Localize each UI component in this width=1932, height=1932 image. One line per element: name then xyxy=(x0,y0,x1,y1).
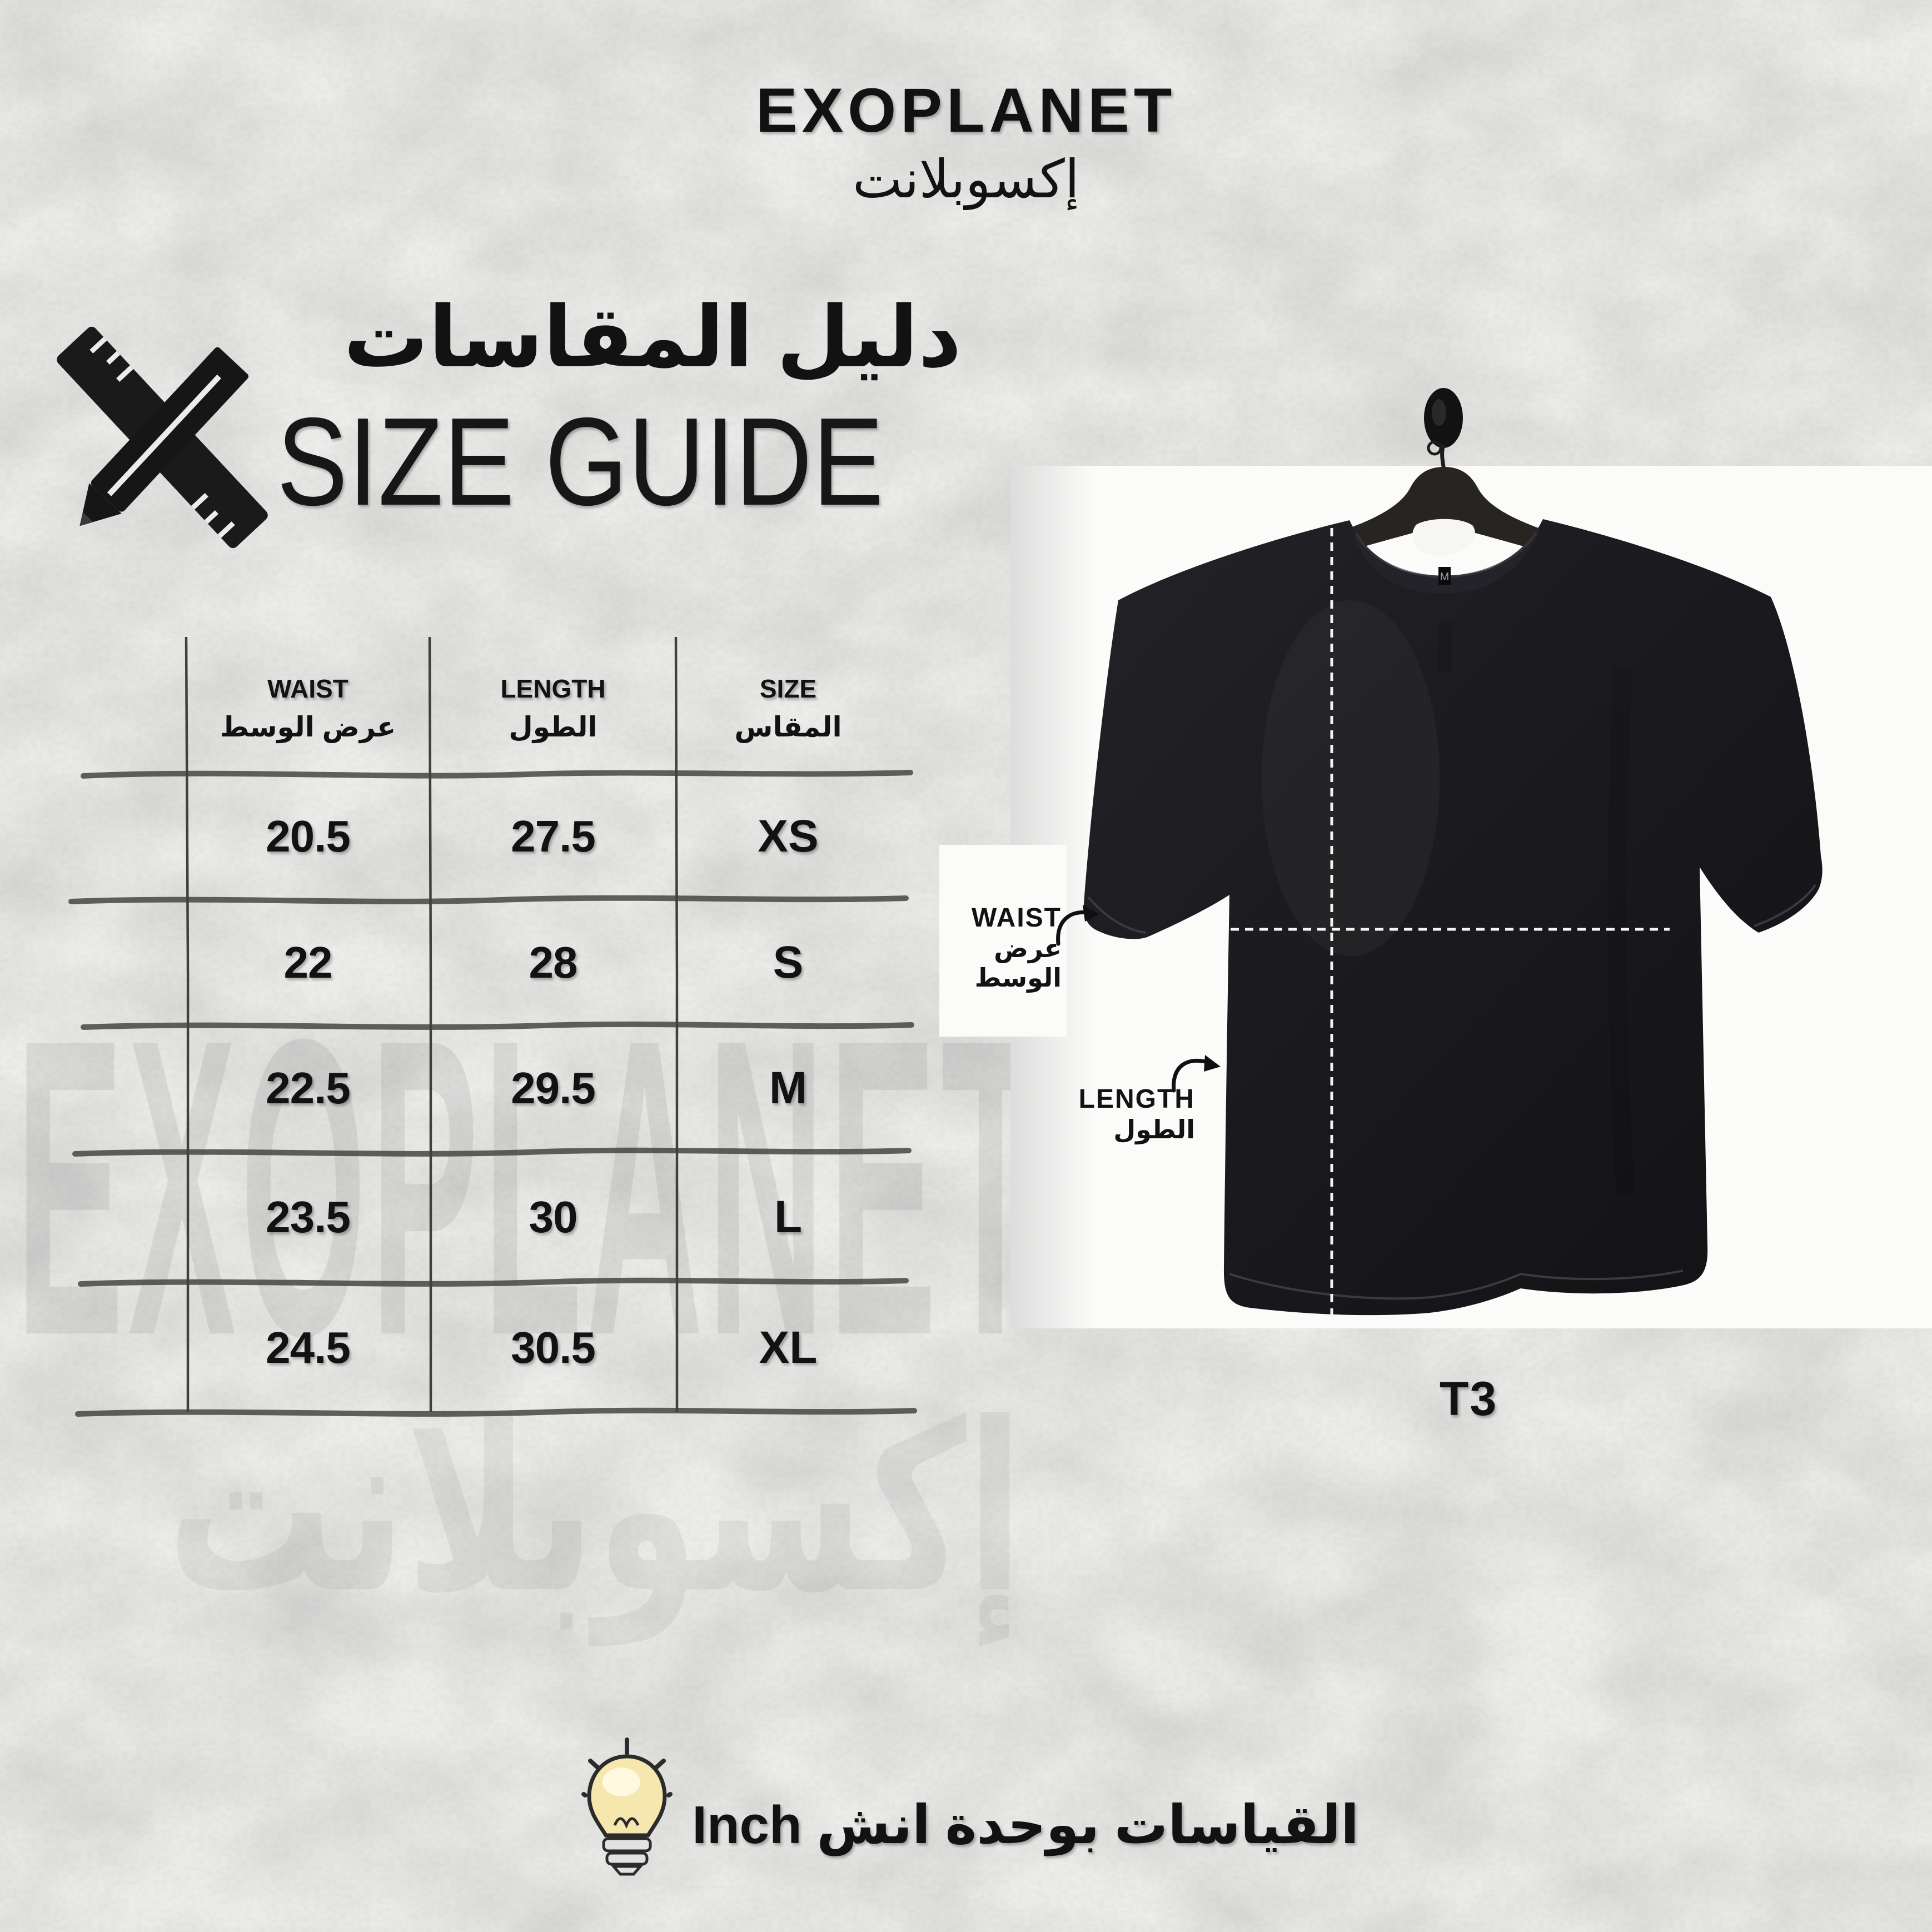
hanger xyxy=(1324,467,1563,555)
tshirt xyxy=(1083,519,1823,1316)
cell-size-xl: XL xyxy=(759,1322,818,1373)
col-header-length: LENGTH xyxy=(500,674,606,703)
lightbulb-icon xyxy=(581,1737,673,1876)
cell-length-m: 29.5 xyxy=(511,1063,596,1113)
collar xyxy=(1350,519,1543,594)
unit-note: القياسات بوحدة انش Inch xyxy=(692,1795,1359,1855)
cell-length-xs: 27.5 xyxy=(511,811,596,861)
cell-length-s: 28 xyxy=(529,938,578,987)
waist-annotation-ar: عرض الوسط xyxy=(974,933,1062,993)
collar-tag-letter: M xyxy=(1440,571,1450,583)
watermark-exoplanet: EXOPLANET xyxy=(16,951,1044,1423)
tshirt-measure-diagram: M xyxy=(939,388,1932,1328)
waist-annotation-en: WAIST xyxy=(972,903,1062,933)
cell-size-l: L xyxy=(774,1192,803,1242)
cell-size-xs: XS xyxy=(758,811,819,862)
brand-title: EXOPLANET xyxy=(755,76,1177,145)
cell-waist-s: 22 xyxy=(283,938,333,987)
watermark-arabic: إكسوبلانت xyxy=(167,1377,1024,1639)
col-header-length-ar: الطول xyxy=(509,711,597,743)
page-title-english: SIZE GUIDE xyxy=(277,391,884,531)
product-code: T3 xyxy=(1439,1372,1498,1426)
cell-length-xl: 30.5 xyxy=(511,1323,596,1372)
cell-waist-l: 23.5 xyxy=(266,1192,351,1242)
col-header-waist-ar: عرض الوسط xyxy=(220,711,396,743)
length-arrow xyxy=(1172,1058,1212,1093)
hanger-hook-wire xyxy=(1440,444,1446,471)
cell-waist-xl: 24.5 xyxy=(266,1323,351,1372)
page-title-arabic: دليل المقاسات xyxy=(343,290,962,385)
col-header-waist: WAIST xyxy=(267,674,348,703)
cell-waist-xs: 20.5 xyxy=(266,811,351,861)
length-annotation-ar: الطول xyxy=(1113,1114,1195,1144)
waist-arrow xyxy=(1056,910,1089,946)
col-header-size: SIZE xyxy=(759,674,817,703)
cell-length-l: 30 xyxy=(529,1192,578,1242)
cell-size-m: M xyxy=(769,1063,808,1113)
collar-size-tag xyxy=(1438,567,1451,585)
cell-waist-m: 22.5 xyxy=(266,1063,351,1113)
brand-subtitle-arabic: إكسوبلانت xyxy=(852,150,1080,209)
length-annotation-en: LENGTH xyxy=(1078,1084,1195,1114)
length-annotation: LENGTH الطول xyxy=(1077,1084,1195,1144)
col-header-size-ar: المقاس xyxy=(734,711,842,743)
ruler-pencil-icon xyxy=(57,326,268,549)
waist-annotation: WAIST عرض الوسط xyxy=(940,903,1062,993)
cell-size-s: S xyxy=(773,937,804,988)
